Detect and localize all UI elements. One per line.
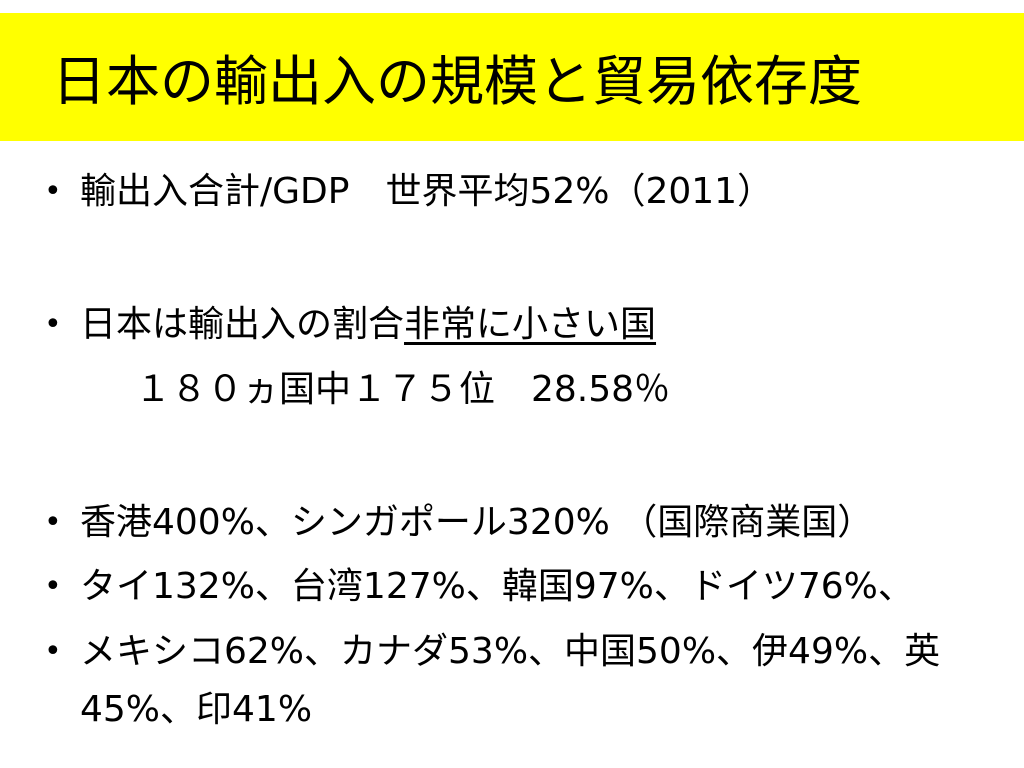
slide-title: 日本の輸出入の規模と貿易依存度 — [52, 50, 862, 113]
bullet-text-plain: 日本は輸出入の割合 — [80, 304, 405, 345]
bullet-icon: • — [44, 174, 62, 209]
rank-text: １８０ヵ国中１７５位 28.58％ — [135, 369, 671, 410]
bullet-text-underlined: 非常に小さい国 — [404, 304, 657, 345]
bullet-icon: • — [44, 634, 62, 669]
bullet-text: 45%、印41% — [80, 689, 313, 730]
bullet-icon: • — [44, 505, 62, 540]
title-bar: 日本の輸出入の規模と貿易依存度 — [0, 13, 1024, 141]
bullet-icon: • — [44, 569, 62, 604]
bullet-icon: • — [44, 307, 62, 342]
bullet-text: 日本は輸出入の割合非常に小さい国 — [80, 303, 656, 346]
bullet-text: 香港400%、シンガポール320% （国際商業国） — [80, 502, 874, 543]
bullet-text: メキシコ62%、カナダ53%、中国50%、伊49%、英 — [80, 631, 941, 672]
bullet-text: タイ132%、台湾127%、韓国97%、ドイツ76%、 — [80, 566, 914, 607]
bullet-text: 輸出入合計/GDP 世界平均52%（2011） — [80, 171, 774, 212]
